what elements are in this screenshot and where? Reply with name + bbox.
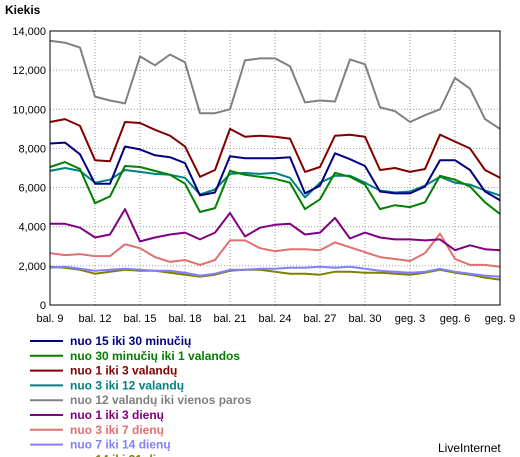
- legend-label: nuo 12 valandų iki vienos paros: [70, 393, 252, 407]
- y-tick-label: 8,000: [18, 143, 46, 155]
- credit-label: LiveInternet: [438, 441, 501, 455]
- y-tick-label: 14,000: [12, 26, 46, 38]
- legend-label: nuo 30 minučių iki 1 valandos: [70, 349, 240, 363]
- series-line: [49, 161, 501, 215]
- series-line: [49, 232, 501, 268]
- y-tick-labels: 0 2,000 4,000 6,000 8,000 10,000 12,000 14,000: [12, 26, 46, 312]
- series-line: [49, 141, 501, 202]
- series-lines: [49, 39, 501, 281]
- legend-label: nuo 7 iki 14 dienų: [70, 438, 171, 452]
- series-line: [49, 39, 501, 130]
- series-line: [49, 265, 501, 278]
- grid: [50, 31, 500, 305]
- series-line: [50, 208, 501, 252]
- x-tick-label: bal. 18: [168, 313, 201, 325]
- legend-label: nuo 15 iki 30 minučių: [70, 334, 191, 348]
- x-tick-label: bal. 21: [213, 313, 246, 325]
- y-tick-label: 0: [40, 300, 46, 312]
- y-tick-label: 6,000: [18, 183, 46, 195]
- x-tick-label: geg. 3: [395, 313, 426, 325]
- y-tick-label: 10,000: [12, 104, 46, 116]
- series-line: [49, 118, 501, 179]
- x-tick-label: bal. 24: [258, 313, 291, 325]
- x-tick-label: bal. 27: [303, 313, 336, 325]
- legend-label: nuo 3 iki 12 valandų: [70, 378, 184, 392]
- x-tick-label: bal. 30: [348, 313, 381, 325]
- y-tick-label: 12,000: [12, 65, 46, 77]
- legend-label: nuo 1 iki 3 valandų: [70, 364, 177, 378]
- y-axis-title: Kiekis: [5, 3, 41, 17]
- y-tick-label: 2,000: [18, 261, 46, 273]
- x-tick-label: bal. 12: [78, 313, 111, 325]
- plot-frame: [49, 30, 501, 306]
- x-tick-label: geg. 6: [440, 313, 471, 325]
- x-tick-labels: bal. 9 bal. 12 bal. 15 bal. 18 bal. 21 bal. 2…: [37, 313, 516, 325]
- x-tick-label: geg. 9: [485, 313, 516, 325]
- x-tick-label: bal. 15: [123, 313, 156, 325]
- legend-label: nuo 14 iki 31 dienos: [70, 452, 184, 457]
- legend-label: nuo 3 iki 7 dienų: [70, 423, 164, 437]
- y-tick-label: 4,000: [18, 222, 46, 234]
- legend-label: nuo 1 iki 3 dienų: [70, 408, 164, 422]
- x-tick-label: bal. 9: [37, 313, 64, 325]
